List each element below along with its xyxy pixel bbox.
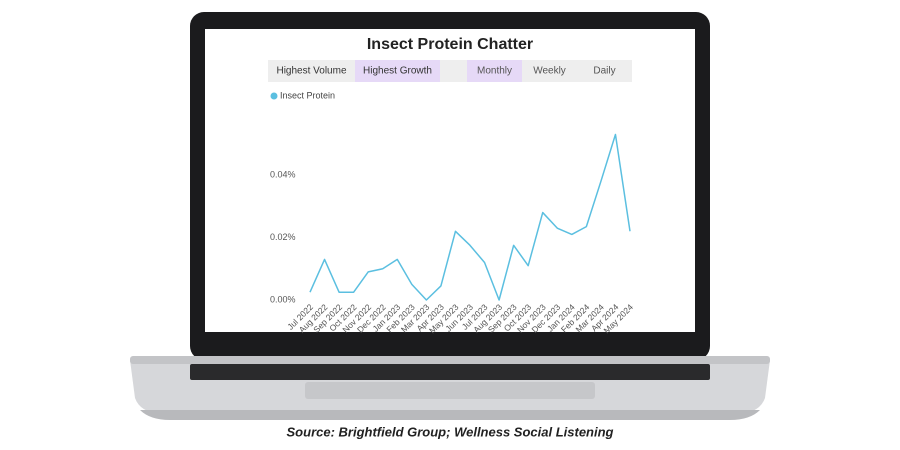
source-note: Source: Brightfield Group; Wellness Soci…: [287, 424, 614, 439]
y-tick-label: 0.00%: [270, 294, 296, 304]
trackpad: [305, 382, 595, 399]
legend-marker: [270, 92, 278, 100]
hinge: [130, 356, 770, 364]
period-tab[interactable]: Daily: [593, 66, 615, 77]
tab-active-bg: [467, 60, 522, 82]
metric-tab[interactable]: Highest Growth: [363, 66, 432, 77]
y-tick-label: 0.02%: [270, 232, 296, 242]
metric-tab[interactable]: Highest Volume: [276, 66, 346, 77]
line-series: [309, 133, 631, 301]
tab-active-bg: [355, 60, 440, 82]
keyboard: [190, 364, 710, 380]
chart-title: Insect Protein Chatter: [367, 36, 533, 53]
legend-label: Insect Protein: [280, 90, 335, 100]
period-tab[interactable]: Weekly: [533, 66, 566, 77]
base-edge: [140, 410, 760, 420]
y-tick-label: 0.04%: [270, 169, 296, 179]
period-tab[interactable]: Monthly: [477, 66, 512, 77]
